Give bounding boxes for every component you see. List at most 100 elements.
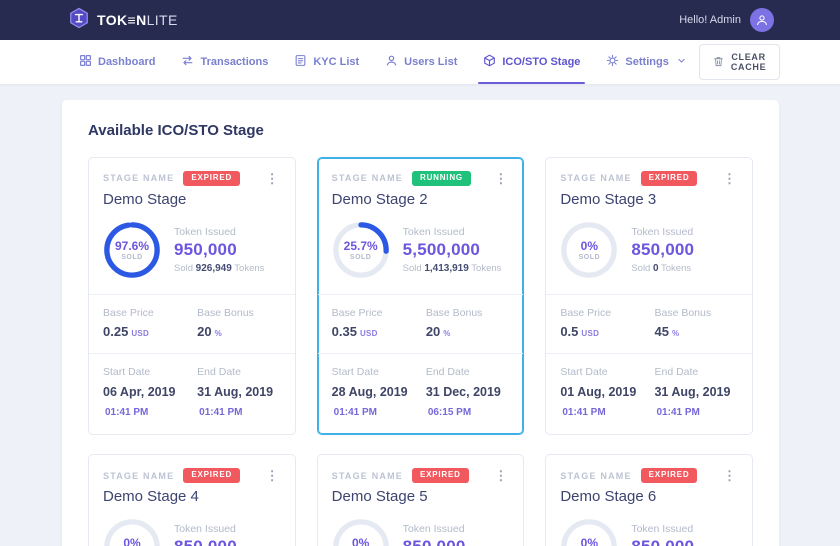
chevron-down-icon xyxy=(677,56,686,68)
nav-item-settings[interactable]: Settings xyxy=(593,40,698,84)
sold-caption: SOLD xyxy=(578,253,601,261)
sold-tokens-line: Sold 926,949 Tokens xyxy=(174,262,265,274)
sold-caption: SOLD xyxy=(349,253,372,261)
start-time-value: 01:41 PM xyxy=(562,406,606,418)
status-badge: EXPIRED xyxy=(640,468,698,484)
kebab-menu-icon[interactable] xyxy=(264,172,281,185)
cube-icon xyxy=(483,54,496,70)
base-price-label: Base Price xyxy=(560,306,612,319)
end-date-label: End Date xyxy=(654,365,699,378)
kebab-menu-icon[interactable] xyxy=(721,172,738,185)
base-bonus-unit: % xyxy=(671,328,680,338)
token-issued-label: Token Issued xyxy=(402,523,465,536)
start-date-cell: Start Date 06 Apr, 2019 01:41 PM xyxy=(103,366,197,421)
content-panel: Available ICO/STO Stage STAGE NAME EXPIR… xyxy=(62,100,779,546)
stage-name-label: STAGE NAME xyxy=(331,173,403,184)
end-date-value: 31 Aug, 2019 01:41 PM xyxy=(197,384,274,418)
start-date-label: Start Date xyxy=(560,365,608,378)
base-bonus-cell: Base Bonus 20% xyxy=(426,307,510,339)
base-price-unit: USD xyxy=(131,328,150,338)
progress-ring xyxy=(103,222,161,283)
start-date-value: 06 Apr, 2019 01:41 PM xyxy=(103,384,176,418)
token-info: Token Issued 850,000 Sold 0 Tokens xyxy=(174,523,237,546)
main-navbar: Dashboard Transactions KYC List xyxy=(0,40,840,84)
sold-caption: SOLD xyxy=(121,253,143,261)
card-header: STAGE NAME EXPIRED Demo Stage 3 xyxy=(546,158,752,208)
stage-name-label: STAGE NAME xyxy=(560,470,632,481)
percent-sold-value: 0% xyxy=(580,238,598,253)
nav-item-dashboard[interactable]: Dashboard xyxy=(66,40,168,84)
nav-item-ico-sto-stage[interactable]: ICO/STO Stage xyxy=(470,40,593,84)
kebab-menu-icon[interactable] xyxy=(264,469,281,482)
base-price-cell: Base Price 0.25 USD xyxy=(103,307,197,339)
kebab-menu-icon[interactable] xyxy=(721,469,738,482)
token-info: Token Issued 950,000 Sold 926,949 Tokens xyxy=(174,226,264,274)
status-badge: EXPIRED xyxy=(640,171,698,186)
token-issued-value: 850,000 xyxy=(174,537,237,546)
token-issued-label: Token Issued xyxy=(174,225,236,238)
clear-cache-label: CLEAR CACHE xyxy=(730,52,767,72)
kebab-menu-icon[interactable] xyxy=(492,172,509,185)
brand-logo[interactable]: TOK≡NLITE xyxy=(68,7,178,34)
base-bonus-label: Base Bonus xyxy=(425,306,483,319)
token-issued-label: Token Issued xyxy=(174,523,236,536)
nav-label: Settings xyxy=(625,56,669,68)
stage-title: Demo Stage 3 xyxy=(560,190,657,208)
nav-label: Dashboard xyxy=(98,56,156,68)
base-price-cell: Base Price 0.5 USD xyxy=(560,307,654,339)
card-header: STAGE NAME EXPIRED Demo Stage 6 xyxy=(546,455,752,505)
stage-title: Demo Stage 6 xyxy=(560,488,657,506)
base-bonus-label: Base Bonus xyxy=(654,306,712,319)
base-price-label: Base Price xyxy=(103,306,154,319)
base-bonus-unit: % xyxy=(214,328,223,338)
card-progress-section: 25.7% SOLD Token Issued 5,500,000 Sold 1… xyxy=(317,208,524,295)
status-badge: EXPIRED xyxy=(412,468,469,484)
token-issued-label: Token Issued xyxy=(631,225,694,238)
progress-ring xyxy=(560,222,618,283)
stage-card: STAGE NAME EXPIRED Demo Stage 3 0% SOLD … xyxy=(545,157,753,436)
end-date-cell: End Date 31 Aug, 2019 01:41 PM xyxy=(654,366,738,421)
kebab-menu-icon[interactable] xyxy=(492,469,509,482)
card-price-section: Base Price 0.25 USD Base Bonus 20% xyxy=(89,295,295,354)
start-date-cell: Start Date 28 Aug, 2019 01:41 PM xyxy=(332,366,426,421)
card-price-section: Base Price 0.35 USD Base Bonus 20% xyxy=(317,295,524,354)
status-badge: EXPIRED xyxy=(183,171,241,186)
card-progress-section: 97.6% SOLD Token Issued 950,000 Sold 926… xyxy=(89,208,295,295)
card-price-section: Base Price 0.5 USD Base Bonus 45% xyxy=(546,295,752,354)
end-date-cell: End Date 31 Dec, 2019 06:15 PM xyxy=(426,366,510,421)
card-progress-section: 0% SOLD Token Issued 850,000 Sold 0 Toke… xyxy=(546,505,752,546)
percent-sold-value: 0% xyxy=(580,536,598,546)
start-time-value: 01:41 PM xyxy=(105,406,149,418)
token-issued-value: 850,000 xyxy=(631,239,695,259)
progress-ring-wrap: 0% SOLD xyxy=(560,518,618,546)
topbar: TOK≡NLITE Hello! Admin xyxy=(0,0,840,40)
start-date-label: Start Date xyxy=(331,365,379,378)
end-date-value: 31 Aug, 2019 01:41 PM xyxy=(654,384,731,418)
greeting-text: Hello! Admin xyxy=(679,14,741,26)
user-avatar[interactable] xyxy=(750,8,774,32)
nav-label: Users List xyxy=(404,56,458,68)
clear-cache-button[interactable]: CLEAR CACHE xyxy=(698,44,781,80)
stage-card: STAGE NAME EXPIRED Demo Stage 97.6% SOLD… xyxy=(88,157,296,436)
swap-arrows-icon xyxy=(181,54,194,70)
token-info: Token Issued 850,000 Sold 0 Tokens xyxy=(631,226,694,274)
base-price-value: 0.5 USD xyxy=(560,323,600,339)
sold-tokens-line: Sold 1,413,919 Tokens xyxy=(402,262,502,274)
base-price-label: Base Price xyxy=(331,306,383,319)
stage-name-label: STAGE NAME xyxy=(331,470,403,481)
card-progress-section: 0% SOLD Token Issued 850,000 Sold 0 Toke… xyxy=(318,505,524,546)
stage-title: Demo Stage 5 xyxy=(331,488,428,506)
base-bonus-value: 20% xyxy=(425,323,451,339)
nav-item-kyc-list[interactable]: KYC List xyxy=(281,40,372,84)
start-date-cell: Start Date 01 Aug, 2019 01:41 PM xyxy=(560,366,654,421)
tokenlite-cube-logo-icon xyxy=(68,7,90,34)
document-list-icon xyxy=(294,54,307,70)
stage-grid: STAGE NAME EXPIRED Demo Stage 97.6% SOLD… xyxy=(88,157,753,546)
nav-item-transactions[interactable]: Transactions xyxy=(168,40,281,84)
progress-ring-wrap: 25.7% SOLD xyxy=(332,221,390,279)
nav-items: Dashboard Transactions KYC List xyxy=(66,40,699,84)
percent-sold-value: 97.6% xyxy=(114,238,150,253)
nav-item-users-list[interactable]: Users List xyxy=(372,40,470,84)
base-bonus-unit: % xyxy=(443,328,451,338)
token-issued-label: Token Issued xyxy=(631,523,694,536)
